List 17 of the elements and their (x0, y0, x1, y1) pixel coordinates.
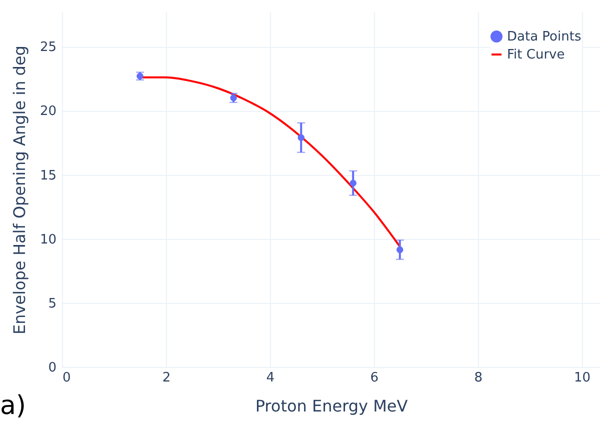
y-tick-label: 15 (40, 168, 56, 184)
legend-label: Fit Curve (507, 48, 565, 62)
text: a) (0, 391, 26, 421)
x-tick-label: 4 (266, 370, 275, 386)
legend-label: Data Points (507, 30, 582, 44)
y-tick-label: 20 (40, 104, 56, 120)
y-tick-label: 25 (40, 40, 56, 56)
x-tick-label: 8 (474, 370, 482, 386)
x-tick-label: 2 (162, 370, 171, 386)
y-tick-label: 5 (48, 296, 56, 312)
y-axis-title: Envelope Half Opening Angle in deg (10, 46, 29, 334)
y-tick-label: 10 (40, 232, 56, 248)
x-axis-title: Proton Energy MeV (255, 396, 408, 416)
y-tick-label: 0 (48, 360, 56, 376)
x-tick-label: 10 (574, 370, 591, 386)
x-tick-label: 0 (62, 370, 71, 386)
x-tick-label: 6 (370, 370, 379, 386)
